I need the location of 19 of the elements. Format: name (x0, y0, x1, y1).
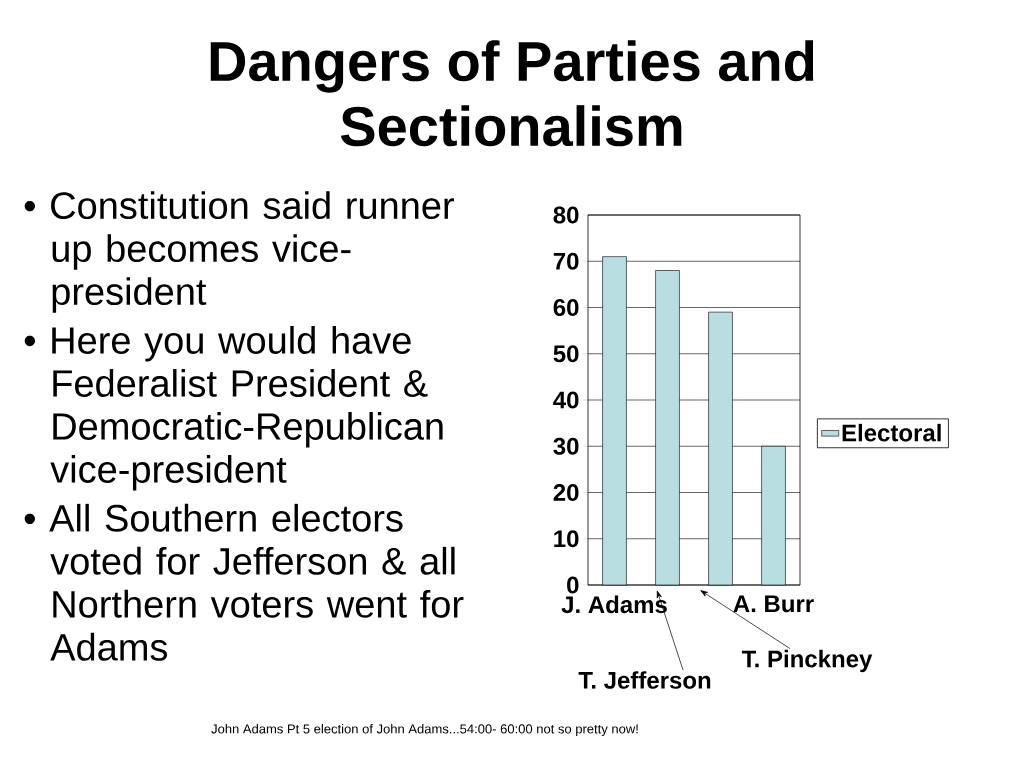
x-tick-label: J. Adams (561, 595, 667, 614)
legend-label: Electoral (842, 423, 941, 442)
y-tick-label: 10 (554, 530, 579, 548)
x-tick-label: A. Burr (733, 595, 814, 613)
y-tick-label: 30 (553, 437, 579, 455)
y-tick-label: 0 (567, 576, 579, 594)
text: • Constitution said runner up becomes vice-president (24, 191, 454, 313)
text: T. Pinckney (741, 649, 873, 673)
text: • All Southern electors voted for Jefferson & all Northern voters went for Adams (24, 503, 464, 661)
y-tick-label: 70 (553, 252, 579, 270)
y-tick-label: 20 (553, 484, 579, 502)
y-tick-label: 50 (553, 345, 579, 363)
text: • Here you would have Federalist President & Democratic-Republican vice-president (24, 326, 443, 491)
y-tick-label: 40 (553, 391, 579, 409)
y-tick-label: 80 (553, 206, 579, 224)
y-tick-label: 60 (553, 299, 579, 317)
text: T. Jefferson (578, 671, 711, 689)
chart-title: Dangers of Parties and Sectionalism (210, 40, 814, 147)
text: John Adams Pt 5 election of John Adams...54:00- 60:00 not so pretty now! (211, 723, 638, 737)
